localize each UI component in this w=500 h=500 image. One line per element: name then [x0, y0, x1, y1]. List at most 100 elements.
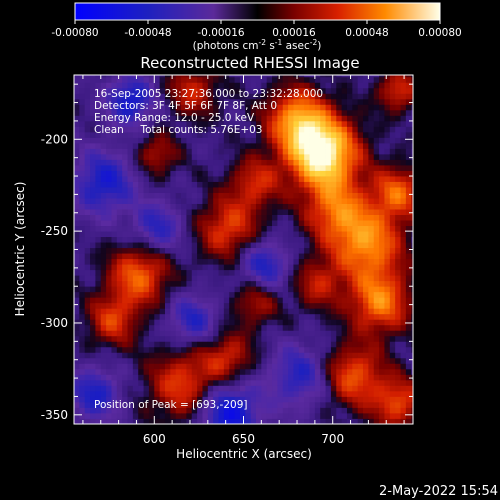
heatmap-cell	[352, 247, 359, 254]
heatmap-cell	[336, 374, 343, 381]
heatmap-cell	[143, 187, 150, 193]
heatmap-cell	[138, 176, 144, 182]
heatmap-cell	[148, 87, 155, 94]
heatmap-cell	[261, 319, 268, 326]
heatmap-cell	[395, 374, 401, 381]
heatmap-cell	[175, 181, 182, 188]
heatmap-cell	[100, 104, 107, 111]
heatmap-cell	[191, 104, 198, 111]
heatmap-cell	[293, 120, 300, 127]
heatmap-cell	[207, 324, 214, 331]
heatmap-cell	[95, 330, 102, 337]
heatmap-cell	[352, 187, 359, 193]
heatmap-cell	[250, 253, 257, 260]
heatmap-cell	[132, 176, 139, 182]
heatmap-cell	[154, 165, 161, 171]
heatmap-cell	[245, 231, 252, 238]
heatmap-cell	[239, 98, 246, 105]
heatmap-cell	[304, 346, 310, 353]
heatmap-cell	[218, 104, 225, 111]
heatmap-cell	[379, 225, 385, 232]
heatmap-cell	[106, 104, 112, 111]
heatmap-cell	[304, 142, 310, 149]
heatmap-cell	[400, 192, 407, 199]
heatmap-cell	[202, 142, 209, 149]
heatmap-cell	[159, 418, 166, 424]
heatmap-cell	[164, 363, 171, 370]
heatmap-cell	[218, 137, 225, 144]
heatmap-cell	[341, 253, 348, 260]
heatmap-cell	[373, 93, 380, 100]
heatmap-cell	[245, 159, 252, 166]
heatmap-cell	[181, 220, 187, 227]
heatmap-cell	[106, 198, 112, 204]
heatmap-cell	[74, 302, 80, 309]
heatmap-cell	[261, 291, 268, 298]
heatmap-cell	[175, 76, 182, 83]
heatmap-cell	[138, 368, 144, 375]
heatmap-cell	[379, 341, 385, 348]
heatmap-cell	[282, 231, 289, 238]
heatmap-cell	[363, 308, 369, 315]
heatmap-cell	[116, 330, 123, 337]
heatmap-cell	[272, 352, 278, 359]
heatmap-cell	[223, 220, 230, 227]
heatmap-cell	[132, 137, 139, 144]
heatmap-cell	[379, 209, 385, 215]
heatmap-cell	[341, 165, 348, 171]
heatmap-cell	[234, 363, 241, 370]
heatmap-cell	[304, 363, 310, 370]
heatmap-cell	[116, 187, 123, 193]
heatmap-cell	[213, 390, 219, 397]
heatmap-cell	[298, 319, 305, 326]
heatmap-cell	[277, 319, 284, 326]
heatmap-cell	[368, 131, 375, 138]
heatmap-cell	[239, 319, 246, 326]
heatmap-cell	[143, 275, 150, 282]
heatmap-cell	[239, 176, 246, 182]
heatmap-cell	[95, 131, 102, 138]
heatmap-cell	[250, 291, 257, 298]
heatmap-cell	[389, 153, 396, 160]
heatmap-cell	[127, 137, 134, 144]
heatmap-cell	[309, 368, 316, 375]
heatmap-cell	[352, 142, 359, 149]
heatmap-cell	[223, 75, 230, 78]
heatmap-cell	[250, 236, 257, 243]
heatmap-cell	[363, 165, 369, 171]
heatmap-cell	[100, 98, 107, 105]
heatmap-cell	[309, 286, 316, 293]
heatmap-cell	[277, 352, 284, 359]
heatmap-cell	[341, 137, 348, 144]
heatmap-cell	[148, 357, 155, 364]
heatmap-cell	[202, 153, 209, 160]
heatmap-cell	[181, 258, 187, 265]
heatmap-cell	[395, 247, 401, 254]
heatmap-cell	[395, 264, 401, 271]
heatmap-cell	[245, 142, 252, 149]
heatmap-cell	[266, 418, 273, 424]
heatmap-cell	[320, 390, 326, 397]
heatmap-cell	[191, 352, 198, 359]
heatmap-cell	[143, 330, 150, 337]
heatmap-cell	[170, 346, 177, 353]
heatmap-cell	[122, 253, 128, 260]
heatmap-cell	[127, 418, 134, 424]
heatmap-cell	[132, 308, 139, 315]
heatmap-cell	[181, 390, 187, 397]
heatmap-cell	[282, 308, 289, 315]
heatmap-cell	[95, 258, 102, 265]
heatmap-cell	[261, 379, 268, 386]
heatmap-cell	[357, 214, 364, 221]
heatmap-cell	[373, 286, 380, 293]
heatmap-cell	[106, 297, 112, 304]
heatmap-cell	[74, 176, 80, 182]
heatmap-cell	[314, 412, 321, 419]
heatmap-cell	[363, 159, 369, 166]
heatmap-cell	[395, 231, 401, 238]
heatmap-cell	[234, 137, 241, 144]
heatmap-cell	[164, 165, 171, 171]
heatmap-cell	[229, 374, 235, 381]
heatmap-cell	[298, 324, 305, 331]
heatmap-cell	[389, 286, 396, 293]
